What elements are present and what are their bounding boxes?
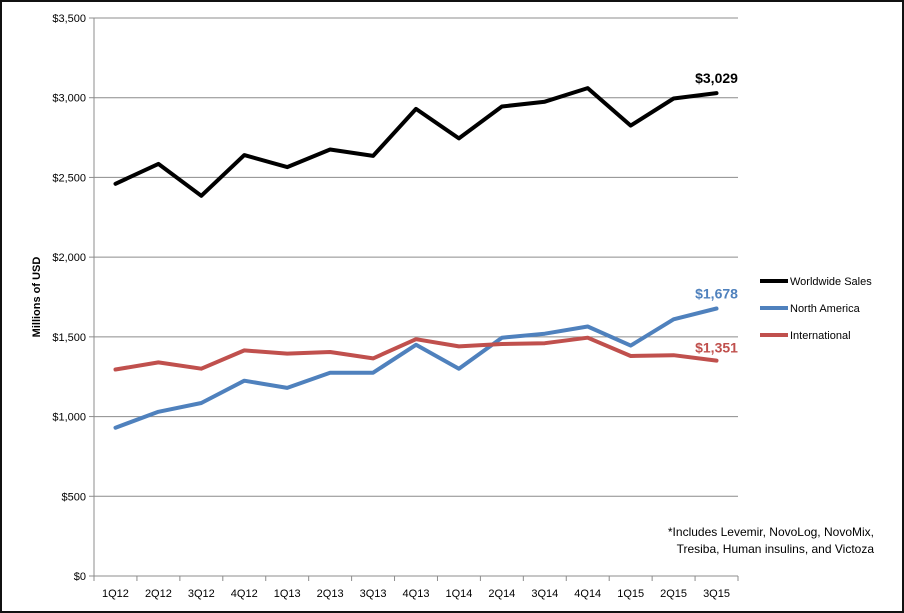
end-label: $3,029 [695,70,738,86]
x-axis-ticks: 1Q12 2Q12 3Q12 4Q12 1Q13 2Q13 3Q13 4Q13 1Q14 2Q14… [102,588,730,600]
y-tick-label: $3,500 [52,13,86,25]
series-line-international [113,335,719,372]
grid-lines [94,17,738,497]
y-tick-label: $1,000 [52,412,86,424]
x-tick-label: 3Q15 [703,588,730,600]
x-tick-label: 2Q15 [660,588,687,600]
series-line-north-america [113,306,719,430]
x-tick-label: 2Q13 [317,588,344,600]
y-tick-label: $1,500 [52,332,86,344]
x-tick-label: 2Q14 [488,588,515,600]
y-tick-label: $2,000 [52,252,86,264]
footnote-line-1: *Includes Levemir, NovoLog, NovoMix, [667,525,874,539]
legend-label: International [790,330,851,342]
y-axis-ticks: $0 $500 $1,000 $1,500 $2,000 $2,500 $3,000 $3,5… [52,13,86,583]
x-tick-label: 4Q12 [231,588,258,600]
x-tick-label: 2Q12 [145,588,172,600]
y-tick-label: $2,500 [52,172,86,184]
legend: Worldwide Sales North America Internationa… [760,276,872,342]
y-tick-label: $500 [62,491,86,503]
x-tick-label: 3Q14 [531,588,558,600]
y-tick-label: $0 [74,571,86,583]
x-tick-label: 4Q13 [403,588,430,600]
axes [89,17,739,581]
legend-label: Worldwide Sales [790,276,872,288]
x-tick-label: 3Q12 [188,588,215,600]
y-axis-label: Millions of USD [31,257,43,338]
series-line-worldwide-sales [113,86,719,198]
y-tick-label: $3,000 [52,93,86,105]
end-label: $1,678 [695,285,738,301]
x-tick-label: 1Q12 [102,588,129,600]
x-tick-label: 1Q13 [274,588,301,600]
x-tick-label: 1Q15 [617,588,644,600]
x-tick-label: 3Q13 [360,588,387,600]
end-label: $1,351 [695,340,738,356]
footnote: *Includes Levemir, NovoLog, NovoMix, Tre… [624,524,874,558]
x-tick-label: 4Q14 [574,588,601,600]
legend-label: North America [790,303,861,315]
series-lines [113,86,719,430]
end-labels: $3,029 $1,678 $1,351 [695,70,738,356]
footnote-line-2: Tresiba, Human insulins, and Victoza [676,542,874,556]
x-tick-label: 1Q14 [445,588,472,600]
